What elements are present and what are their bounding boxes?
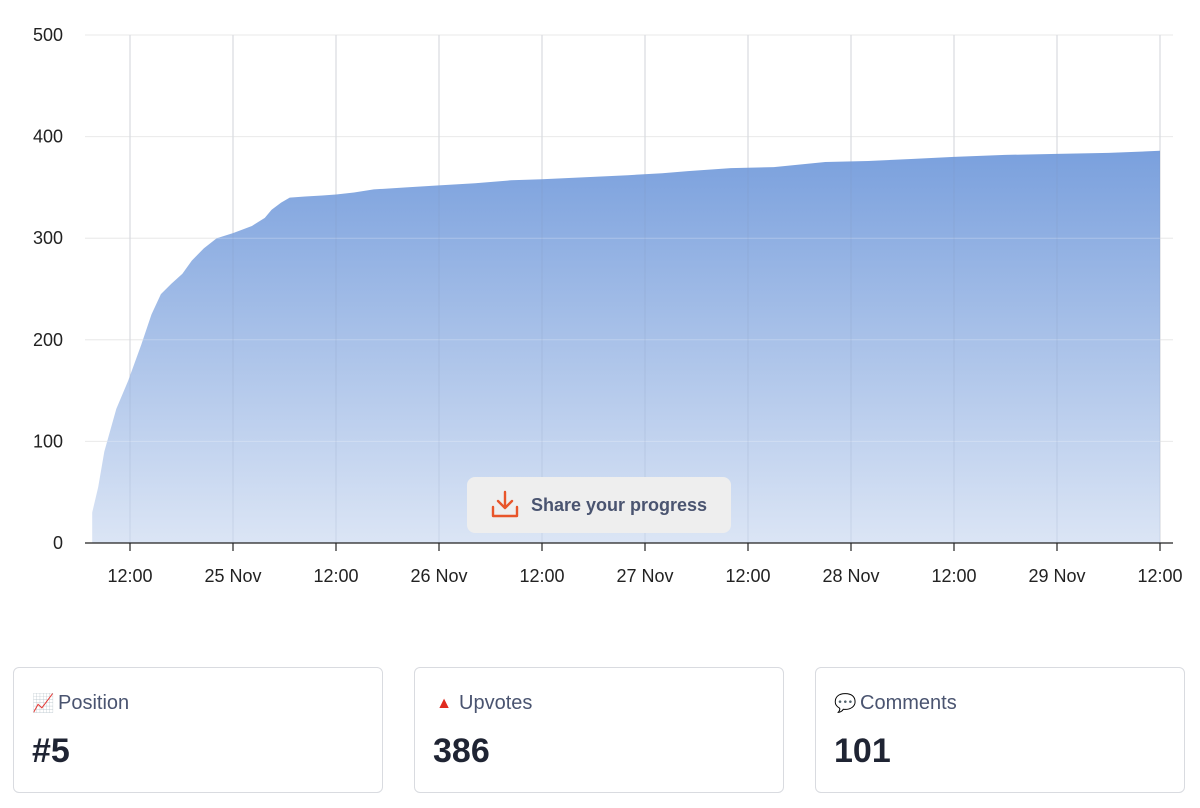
- y-tick-label: 400: [33, 127, 63, 147]
- red-triangle-up-icon: ▲: [436, 694, 452, 712]
- x-tick-label: 29 Nov: [1028, 566, 1085, 586]
- x-tick-label: 25 Nov: [204, 566, 261, 586]
- download-icon: [489, 489, 521, 521]
- position-label: Position: [58, 692, 130, 714]
- upvotes-card: ▲ Upvotes 386: [414, 667, 784, 793]
- series-area: [92, 150, 1161, 544]
- x-tick-label: 28 Nov: [822, 566, 879, 586]
- x-tick-label: 12:00: [519, 566, 564, 586]
- x-tick-label: 12:00: [725, 566, 770, 586]
- share-progress-label: Share your progress: [531, 494, 708, 515]
- upvotes-label: Upvotes: [459, 692, 533, 714]
- x-axis: 12:00 25 Nov 12:00 26 Nov 12:00 27 Nov 12:00 28…: [85, 542, 1183, 586]
- y-tick-label: 100: [33, 431, 63, 451]
- upvotes-value: 386: [433, 732, 490, 770]
- share-progress-button[interactable]: Share your progress: [467, 477, 731, 533]
- chart-area-layer: [85, 34, 1173, 544]
- y-axis: 0 100 200 300 400 500: [33, 25, 63, 553]
- y-tick-label: 500: [33, 25, 63, 45]
- y-tick-label: 0: [53, 533, 63, 553]
- y-tick-label: 200: [33, 330, 63, 350]
- x-tick-label: 12:00: [313, 566, 358, 586]
- x-tick-label: 27 Nov: [616, 566, 673, 586]
- speech-bubble-icon: 💬: [834, 693, 857, 713]
- x-tick-label: 12:00: [107, 566, 152, 586]
- chart-increasing-icon: 📈: [32, 693, 55, 713]
- comments-label: Comments: [860, 692, 957, 714]
- y-tick-label: 300: [33, 228, 63, 248]
- position-value: #5: [32, 732, 70, 770]
- x-tick-label: 26 Nov: [410, 566, 467, 586]
- x-tick-label: 12:00: [1137, 566, 1182, 586]
- position-card: 📈 Position #5: [13, 667, 383, 793]
- comments-value: 101: [834, 732, 891, 770]
- comments-card: 💬 Comments 101: [815, 667, 1185, 793]
- x-tick-label: 12:00: [931, 566, 976, 586]
